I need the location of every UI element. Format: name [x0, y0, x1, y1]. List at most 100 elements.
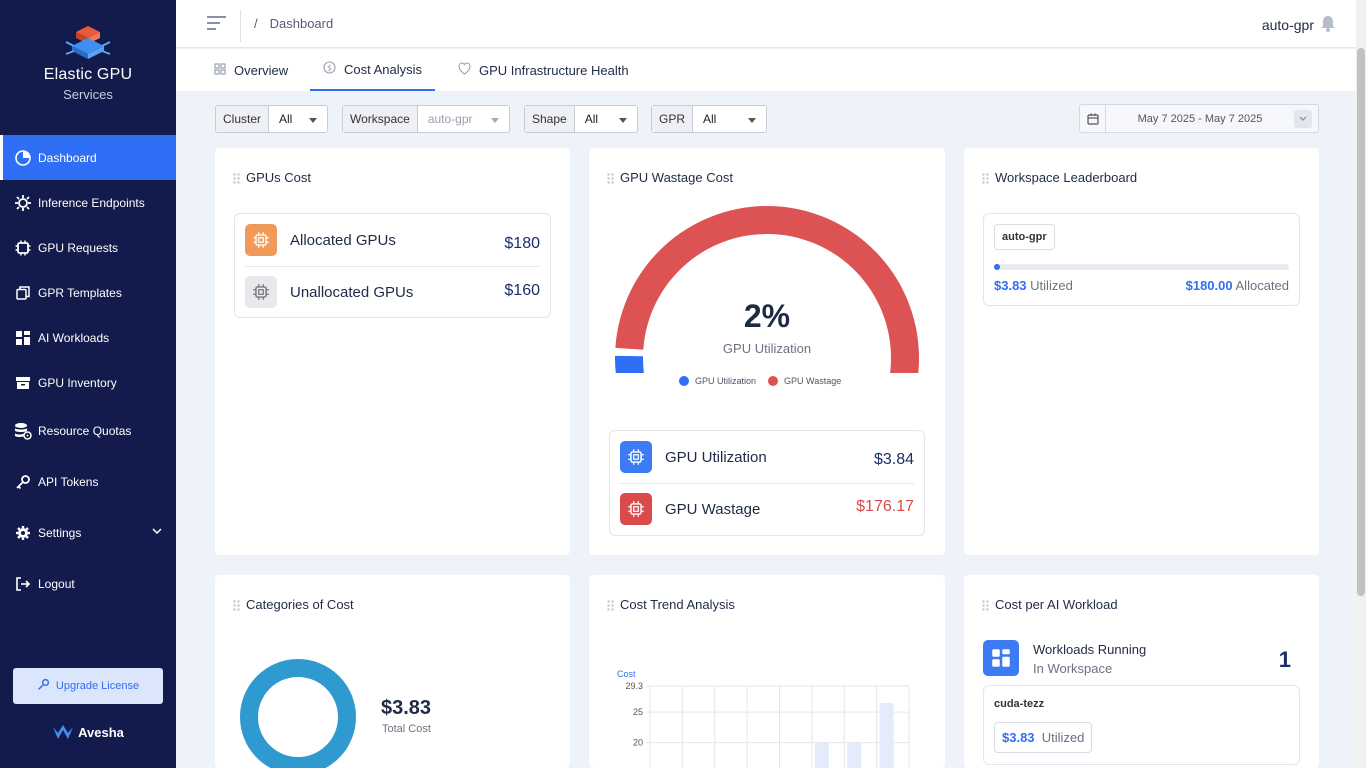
shape-select[interactable]: All [575, 106, 637, 132]
gauge-wastage-arc[interactable] [615, 206, 919, 373]
chevron-down-icon[interactable] [1294, 109, 1312, 128]
legend-dot-wastage [768, 376, 779, 386]
legend-utilization-label[interactable]: GPU Utilization [695, 376, 757, 386]
gpu-utilization-value: $3.84 [873, 451, 914, 468]
chip-icon [245, 224, 277, 256]
workload-utilized-value: $3.83 [1002, 730, 1035, 745]
brand-logo[interactable]: Elastic GPU Services [0, 24, 176, 102]
gauge-legend: GPU Utilization GPU Wastage [679, 376, 841, 386]
gpu-wastage-row: GPU Wastage $176.17 [620, 483, 914, 535]
elastic-gpu-logo-icon [65, 26, 111, 59]
gpus-cost-card: GPUs Cost Allocated GPUs $180 Unallocate… [215, 148, 570, 555]
menu-toggle-icon[interactable] [206, 14, 228, 34]
drag-handle-icon[interactable] [233, 172, 240, 184]
cost-trend-chart: Cost 29.3 25 20 [617, 669, 910, 768]
calendar-icon[interactable] [1080, 105, 1106, 132]
tab-overview[interactable]: Overview [214, 49, 288, 91]
brand-title: Elastic GPU [43, 66, 133, 83]
sidebar-item-api-tokens[interactable]: API Tokens [0, 456, 176, 507]
workspace-filter-label: Workspace [343, 106, 418, 132]
database-gear-icon [14, 422, 32, 440]
sidebar-item-logout[interactable]: Logout [0, 558, 176, 609]
workspace-select[interactable]: auto-gpr [418, 106, 509, 132]
workload-name[interactable]: cuda-tezz [994, 698, 1045, 710]
sidebar-item-label: Inference Endpoints [38, 195, 145, 210]
sidebar: Elastic GPU Services Dashboard Inference… [0, 0, 176, 768]
gpr-select[interactable]: All [693, 106, 766, 132]
sidebar-item-label: Settings [38, 525, 82, 540]
sidebar-item-gpr-templates[interactable]: GPR Templates [0, 270, 176, 315]
sidebar-item-label: GPU Inventory [38, 375, 117, 390]
cluster-select[interactable]: All [269, 106, 327, 132]
drag-handle-icon[interactable] [607, 172, 614, 184]
dashboard-tabs: Overview $ Cost Analysis GPU Infrastruct… [176, 49, 1356, 91]
breadcrumb-current[interactable]: Dashboard [269, 16, 334, 31]
cluster-value: All [279, 112, 293, 126]
sidebar-item-resource-quotas[interactable]: Resource Quotas [0, 405, 176, 456]
user-menu[interactable]: auto-gpr [1262, 15, 1336, 35]
drag-handle-icon[interactable] [233, 599, 240, 611]
avesha-crown-icon [53, 725, 74, 739]
sidebar-item-gpu-requests[interactable]: GPU Requests [0, 225, 176, 270]
key-icon [37, 678, 50, 694]
sidebar-item-inference-endpoints[interactable]: Inference Endpoints [0, 180, 176, 225]
grid-outline-icon [214, 62, 226, 78]
gpr-filter[interactable]: GPR All [651, 105, 767, 133]
tab-gpu-infrastructure-health[interactable]: GPU Infrastructure Health [458, 49, 629, 91]
bell-icon[interactable] [1320, 15, 1336, 35]
username: auto-gpr [1261, 17, 1314, 33]
allocated-text: $180.00 Allocated [1186, 278, 1289, 293]
workspace-value: auto-gpr [427, 112, 473, 126]
utilization-bar [994, 264, 1289, 270]
caret-down-icon [309, 112, 317, 126]
categories-of-cost-card: Categories of Cost $3.83 Total Cost [215, 575, 570, 768]
trend-bar[interactable] [879, 703, 894, 768]
chip-icon [14, 239, 32, 257]
tab-label: Overview [234, 62, 289, 78]
scrollbar-thumb[interactable] [1357, 48, 1365, 596]
allocated-label: Allocated [1235, 278, 1289, 293]
page-scrollbar[interactable] [1356, 0, 1366, 768]
wastage-gauge [615, 206, 919, 373]
header-divider [240, 10, 241, 42]
heart-shield-icon [458, 62, 471, 78]
shape-value: All [584, 112, 599, 126]
caret-down-icon [748, 112, 756, 126]
shape-filter[interactable]: Shape All [524, 105, 638, 133]
grid-icon [14, 329, 32, 347]
drag-handle-icon[interactable] [607, 599, 614, 611]
trend-bar[interactable] [814, 742, 829, 768]
sidebar-item-settings[interactable]: Settings [0, 507, 176, 558]
sidebar-item-label: GPU Requests [38, 240, 119, 255]
trend-bar[interactable] [847, 742, 862, 768]
tab-cost-analysis[interactable]: $ Cost Analysis [310, 49, 436, 91]
y-tick-label: 20 [633, 738, 643, 748]
drag-handle-icon[interactable] [982, 172, 989, 184]
gauge-utilization-arc[interactable] [615, 355, 644, 373]
chip-icon [620, 441, 652, 473]
workspace-pill[interactable]: auto-gpr [994, 224, 1055, 250]
cluster-filter[interactable]: Cluster All [215, 105, 328, 133]
leaderboard-values: $3.83 Utilized $180.00 Allocated [994, 278, 1289, 293]
sidebar-nav: Dashboard Inference Endpoints GPU Reques… [0, 135, 176, 609]
allocated-value: $180.00 [1185, 278, 1233, 293]
dollar-circle-icon: $ [323, 61, 336, 77]
chevron-down-icon [152, 523, 162, 537]
legend-wastage-label[interactable]: GPU Wastage [784, 376, 842, 386]
sidebar-item-gpu-inventory[interactable]: GPU Inventory [0, 360, 176, 405]
sidebar-item-dashboard[interactable]: Dashboard [0, 135, 176, 180]
workspace-leaderboard-card: Workspace Leaderboard auto-gpr $3.83 Uti… [964, 148, 1319, 555]
sidebar-item-ai-workloads[interactable]: AI Workloads [0, 315, 176, 360]
gear-network-icon [14, 194, 32, 212]
avesha-logo: Avesha [0, 724, 176, 740]
workspace-filter[interactable]: Workspace auto-gpr [342, 105, 510, 133]
gpr-value: All [703, 112, 717, 126]
date-range-picker[interactable]: May 7 2025 - May 7 2025 [1079, 104, 1319, 133]
drag-handle-icon[interactable] [982, 599, 989, 611]
workloads-running-sub: In Workspace [1033, 661, 1113, 676]
breadcrumb-separator: / [254, 16, 258, 31]
total-cost-value: $3.83 [381, 697, 432, 719]
upgrade-license-button[interactable]: Upgrade License [13, 668, 163, 704]
donut-segment[interactable] [240, 659, 356, 768]
pie-chart-icon [14, 149, 32, 167]
